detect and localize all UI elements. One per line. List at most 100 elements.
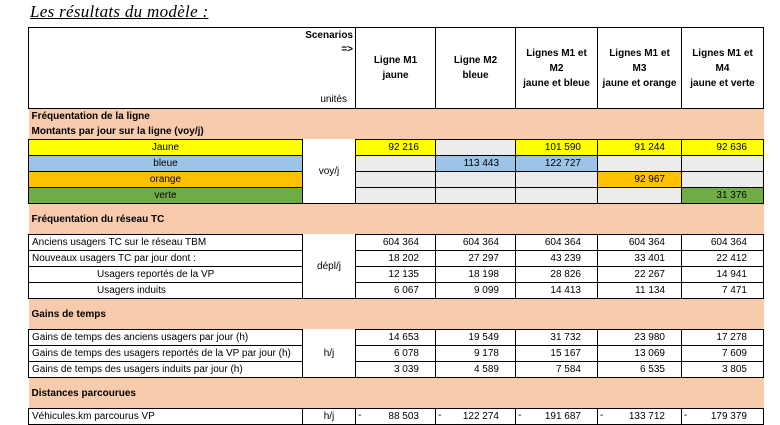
scenario-header-line2: jaune et orange xyxy=(602,77,677,89)
table-row: Gains de temps des anciens usagers par j… xyxy=(28,329,764,378)
value-cell: 31 376 xyxy=(681,187,764,204)
table-row: Usagers reportés de la VP 12 135 18 198 … xyxy=(28,266,764,283)
value-cell: - 88 503 xyxy=(355,408,436,425)
table-row: bleue 113 443 122 727 xyxy=(28,155,764,172)
value-cell: 18 202 xyxy=(355,250,436,267)
row-label-verte: verte xyxy=(28,187,303,204)
value-cell: 11 134 xyxy=(597,282,682,299)
value-text: 122 274 xyxy=(462,411,499,422)
scenario-header-line2: bleue xyxy=(462,70,489,81)
scenario-header-line1: Lignes M1 et M2 xyxy=(526,47,587,74)
value-cell xyxy=(435,187,516,204)
value-cell: 7 609 xyxy=(681,345,764,362)
value-cell: 9 099 xyxy=(435,282,516,299)
value-cell: 31 732 xyxy=(515,329,598,346)
section-row: Fréquentation du réseau TC xyxy=(28,203,764,235)
value-cell xyxy=(681,155,764,172)
dash-mark: - xyxy=(600,410,604,421)
dash-mark: - xyxy=(358,410,362,421)
scenario-header-m1-m4: Lignes M1 et M4 jaune et verte xyxy=(681,27,764,109)
value-cell xyxy=(681,171,764,188)
value-text: 133 712 xyxy=(628,411,665,422)
value-cell: 22 267 xyxy=(597,266,682,283)
value-cell xyxy=(355,155,436,172)
value-cell: 604 364 xyxy=(681,234,764,251)
value-cell: 27 297 xyxy=(435,250,516,267)
scenario-header-m1: Ligne M1 jaune xyxy=(355,27,436,109)
scenario-header-line2: jaune et verte xyxy=(690,77,755,89)
value-cell: 43 239 xyxy=(515,250,598,267)
row-label: Anciens usagers TC sur le réseau TBM xyxy=(28,234,303,251)
value-cell: 3 039 xyxy=(355,361,436,378)
value-cell xyxy=(597,155,682,172)
value-text: 179 379 xyxy=(710,411,747,422)
value-cell: 7 584 xyxy=(515,361,598,378)
value-cell xyxy=(435,139,516,156)
scenario-header-line2: jaune et bleue xyxy=(523,77,590,89)
scenarios-label: Scenarios xyxy=(305,30,353,41)
section-title: Fréquentation de la ligne xyxy=(31,111,150,122)
value-cell: 92 216 xyxy=(355,139,436,156)
value-cell: 15 167 xyxy=(515,345,598,362)
scenarios-arrow: => xyxy=(341,44,353,55)
scenario-header-line2: jaune xyxy=(382,70,409,81)
value-cell: 6 535 xyxy=(597,361,682,378)
value-cell: 604 364 xyxy=(515,234,598,251)
value-cell: 4 589 xyxy=(435,361,516,378)
value-cell: 13 069 xyxy=(597,345,682,362)
value-cell: 22 412 xyxy=(681,250,764,267)
value-cell xyxy=(515,171,598,188)
header-row: Scenarios => unités Ligne M1 jaune Ligne … xyxy=(28,27,764,109)
value-cell xyxy=(355,187,436,204)
row-label: Usagers induits xyxy=(28,282,303,299)
value-cell: 604 364 xyxy=(435,234,516,251)
value-cell: 91 244 xyxy=(597,139,682,156)
row-label-jaune: Jaune xyxy=(28,139,303,156)
table-row: Nouveaux usagers TC par jour dont : 18 2… xyxy=(28,250,764,267)
value-cell: 92 636 xyxy=(681,139,764,156)
page-title: Les résultats du modèle : xyxy=(30,2,209,21)
results-table: Scenarios => unités Ligne M1 jaune Ligne … xyxy=(28,27,764,425)
row-label: Gains de temps des anciens usagers par j… xyxy=(28,329,303,346)
value-cell: 113 443 xyxy=(435,155,516,172)
table-row: Gains de temps des usagers induits par j… xyxy=(28,361,764,378)
header-corner xyxy=(28,27,303,109)
value-text: 191 687 xyxy=(544,411,581,422)
table-row: Anciens usagers TC sur le réseau TBM dép… xyxy=(28,234,764,299)
row-label: Gains de temps des usagers induits par j… xyxy=(28,361,303,378)
table-row: orange 92 967 xyxy=(28,171,764,188)
value-cell xyxy=(355,171,436,188)
value-cell: 101 590 xyxy=(515,139,598,156)
dash-mark: - xyxy=(438,410,442,421)
unit-cell: dépl/j xyxy=(302,234,356,299)
value-cell: 6 078 xyxy=(355,345,436,362)
unit-cell: h/j xyxy=(302,329,356,378)
value-cell: 14 941 xyxy=(681,266,764,283)
scenario-header-line1: Ligne M1 xyxy=(373,55,418,66)
value-cell: 17 278 xyxy=(681,329,764,346)
subsection-row: Montants par jour sur la ligne (voy/j) xyxy=(28,124,764,140)
value-cell: 7 471 xyxy=(681,282,764,299)
value-cell xyxy=(597,187,682,204)
value-cell: - 191 687 xyxy=(515,408,598,425)
value-cell xyxy=(515,187,598,204)
scenario-header-m1-m3: Lignes M1 et M3 jaune et orange xyxy=(597,27,682,109)
section-row: Fréquentation de la ligne xyxy=(28,108,764,124)
value-cell: 19 549 xyxy=(435,329,516,346)
value-cell: 92 967 xyxy=(597,171,682,188)
value-cell: 604 364 xyxy=(355,234,436,251)
row-label: Nouveaux usagers TC par jour dont : xyxy=(28,250,303,267)
row-label: Usagers reportés de la VP xyxy=(28,266,303,283)
row-label: Véhicules.km parcourus VP xyxy=(28,408,303,425)
scenario-header-line1: Lignes M1 et M3 xyxy=(609,47,670,74)
value-cell: 18 198 xyxy=(435,266,516,283)
value-cell: 33 401 xyxy=(597,250,682,267)
row-label-bleue: bleue xyxy=(28,155,303,172)
table-row: Usagers induits 6 067 9 099 14 413 11 13… xyxy=(28,282,764,299)
dash-mark: - xyxy=(518,410,522,421)
units-label: unités xyxy=(320,94,347,105)
scenario-header-line1: Ligne M2 xyxy=(453,55,498,66)
value-cell: 12 135 xyxy=(355,266,436,283)
value-cell: 6 067 xyxy=(355,282,436,299)
unit-cell: voy/j xyxy=(302,139,356,204)
